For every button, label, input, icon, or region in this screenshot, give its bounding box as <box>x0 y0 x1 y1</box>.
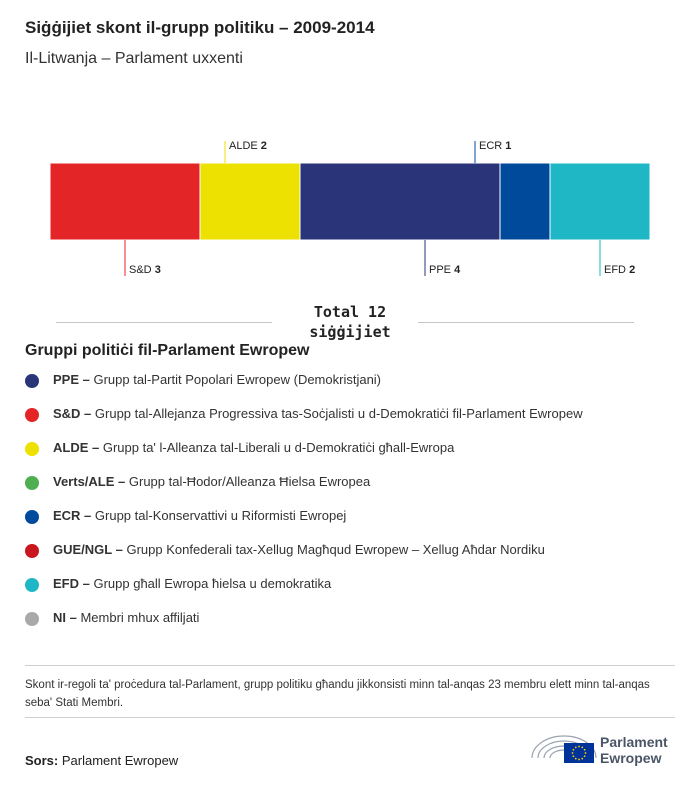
parliament-logo-icon <box>531 735 597 763</box>
legend-dot-icon <box>25 510 39 524</box>
bar-segment-sd <box>49 162 201 241</box>
bar-segment-ecr <box>499 162 551 241</box>
legend-abbr: GUE/NGL – <box>53 542 127 557</box>
legend-desc: Grupp għall Ewropa ħielsa u demokratika <box>93 576 332 591</box>
bar-label-3: ECR 1 <box>479 140 511 152</box>
legend-dot-icon <box>25 578 39 592</box>
legend-desc: Grupp Konfederali tax-Xellug Magħqud Ewr… <box>126 542 545 557</box>
total-divider-right <box>418 322 634 323</box>
source-value: Parlament Ewropew <box>61 753 179 768</box>
legend-abbr: ECR – <box>53 508 95 523</box>
legend-dot-icon <box>25 612 39 626</box>
legend-abbr: EFD – <box>53 576 94 591</box>
source: Sors: Parlament Ewropew <box>25 753 178 768</box>
total-divider-left <box>56 322 272 323</box>
bar-segment-ppe <box>299 162 501 241</box>
seat-bar-chart: S&D 3 ALDE 2 PPE 4 ECR 1 EFD 2 <box>49 140 651 276</box>
legend-desc: Grupp ta' l-Alleanza tal-Liberali u d-De… <box>102 440 455 455</box>
legend-dot-icon <box>25 408 39 422</box>
legend-desc: Grupp tal-Konservattivi u Riformisti Ewr… <box>94 508 347 523</box>
bar-label-4: EFD 2 <box>604 264 635 276</box>
legend-abbr: PPE – <box>53 372 94 387</box>
legend-abbr: NI – <box>53 610 81 625</box>
divider-bottom <box>25 717 675 718</box>
legend-dot-icon <box>25 442 39 456</box>
chart-subtitle: Il-Litwanja – Parlament uxxenti <box>25 50 243 67</box>
bar-label-2: PPE 4 <box>429 264 461 276</box>
legend-desc: Grupp tal-Partit Popolari Ewropew (Demok… <box>93 372 382 387</box>
bar-segment-efd <box>549 162 651 241</box>
legend-dot-icon <box>25 374 39 388</box>
legend-abbr: Verts/ALE – <box>53 474 129 489</box>
bar-segment-alde <box>199 162 301 241</box>
chart-title: Siġġijiet skont il-grupp politiku – 2009… <box>25 18 375 37</box>
legend-abbr: ALDE – <box>53 440 103 455</box>
legend-dot-icon <box>25 476 39 490</box>
parliament-logo-text: Parlament Ewropew <box>600 734 668 766</box>
legend-desc: Grupp tal-Ħodor/Alleanza Ħielsa Ewropea <box>128 474 371 489</box>
footnote: Skont ir-regoli ta' proċedura tal-Parlam… <box>25 679 650 709</box>
bar-label-1: ALDE 2 <box>229 140 267 152</box>
legend-dot-icon <box>25 544 39 558</box>
legend-abbr: S&D – <box>53 406 95 421</box>
legend-desc: Grupp tal-Allejanza Progressiva tas-Soċj… <box>94 406 583 421</box>
bar-label-0: S&D 3 <box>129 264 161 276</box>
source-label: Sors: <box>25 753 59 768</box>
divider-top <box>25 665 675 666</box>
legend-title: Gruppi politiċi fil-Parlament Ewropew <box>25 342 310 359</box>
total-seats-label: Total 12 siġġijiet <box>309 303 391 341</box>
legend-desc: Membri mhux affiljati <box>80 610 200 625</box>
